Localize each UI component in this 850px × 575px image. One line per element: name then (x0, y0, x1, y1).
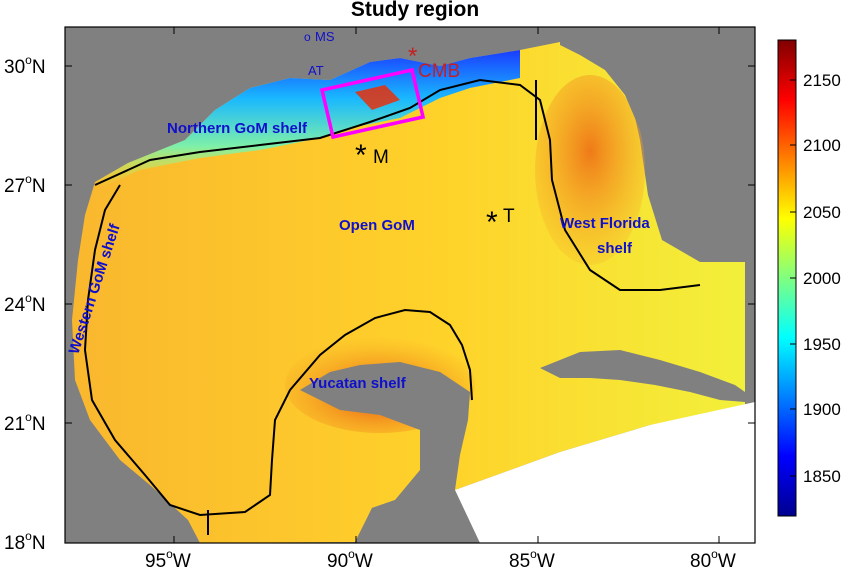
open-gom-label: Open GoM (339, 217, 415, 234)
plot-frame (64, 26, 756, 544)
x-tick-label: 95oW (145, 547, 191, 572)
yucatan-land (300, 362, 480, 543)
m-marker: * (355, 139, 367, 172)
y-tick-label: 18oN (4, 529, 46, 554)
y-tick-label: 30oN (4, 53, 46, 78)
at-label: AT (308, 63, 324, 78)
colorbar-tick-label: 1900 (803, 400, 841, 419)
west-florida-label: West Florida (560, 215, 650, 232)
northern-shelf-label: Northern GoM shelf (167, 120, 308, 137)
no-data-region (455, 402, 755, 543)
t-marker: * (486, 206, 498, 239)
yucatan-shelf-label: Yucatan shelf (309, 375, 407, 392)
cmb-hotspot (355, 85, 400, 110)
colorbar-ticks (790, 79, 796, 477)
northern-shelf-boundary (94, 78, 701, 291)
t-label: T (503, 206, 515, 227)
tick-marks (65, 27, 755, 543)
colorbar-tick-label: 2100 (803, 136, 841, 155)
m-label: M (373, 147, 389, 168)
shelf-boundaries (83, 78, 701, 535)
x-axis-labels: 95oW 90oW 85oW 80oW (145, 547, 736, 572)
colorbar-tick-label: 2050 (803, 203, 841, 222)
florida-land (560, 27, 755, 262)
colorbar-tick-label: 2000 (803, 269, 841, 288)
y-tick-label: 21oN (4, 410, 46, 435)
cmb-label: CMB (418, 61, 460, 82)
ms-circle-marker: o (304, 30, 311, 44)
ms-label: MS (315, 29, 335, 44)
x-tick-label: 80oW (690, 547, 736, 572)
station-markers: o MS AT * CMB * M * T (304, 29, 515, 239)
colorbar-tick-label: 1950 (803, 335, 841, 354)
western-shelf-boundary (83, 184, 473, 517)
x-tick-label: 90oW (327, 547, 373, 572)
y-tick-label: 27oN (4, 172, 46, 197)
colorbar: 2150 2100 2050 2000 1950 1900 1850 (777, 39, 841, 517)
cmb-marker: * (408, 43, 417, 70)
study-box (319, 67, 426, 140)
colorbar-tick-label: 1850 (803, 467, 841, 486)
x-tick-label: 85oW (509, 547, 555, 572)
y-tick-label: 24oN (4, 291, 46, 316)
cuba-land (540, 350, 745, 402)
colorbar-tick-label: 2150 (803, 71, 841, 90)
map-title: Study region (350, 0, 480, 21)
y-axis-labels: 30oN 27oN 24oN 21oN 18oN (4, 53, 46, 554)
west-florida-label-2: shelf (597, 240, 633, 257)
colorbar-tick-labels: 2150 2100 2050 2000 1950 1900 1850 (803, 71, 841, 486)
